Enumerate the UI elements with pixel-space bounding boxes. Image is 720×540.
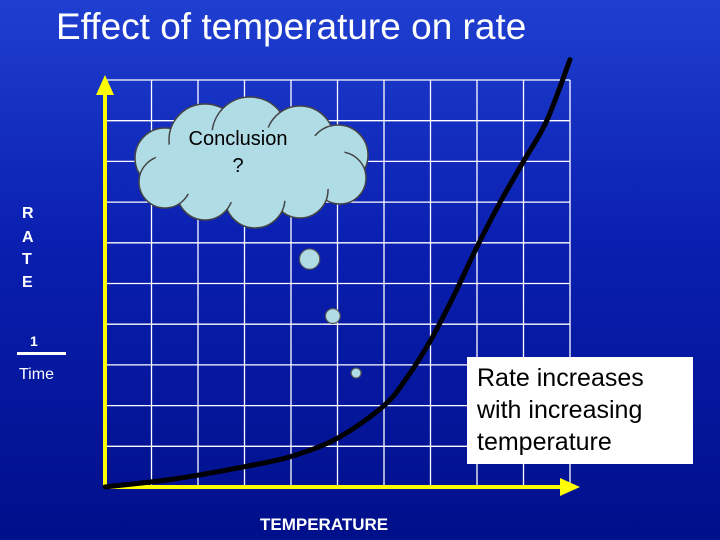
x-axis-arrow — [560, 478, 580, 496]
y-axis-label-letter: R — [22, 205, 34, 222]
annotation-line-3: temperature — [477, 428, 612, 456]
annotation-line-2: with increasing — [477, 396, 643, 424]
conclusion-cloud — [134, 96, 369, 229]
thought-bubbles — [298, 248, 362, 379]
series-line-rate — [102, 57, 573, 490]
y-axis-arrow — [96, 75, 114, 95]
chart-series — [102, 57, 573, 490]
thought-bubble-dot — [350, 367, 362, 379]
annotation-line-1: Rate increases — [477, 364, 644, 392]
x-axis-label: TEMPERATURE — [260, 515, 389, 534]
rate-unit-fraction-bar — [17, 352, 66, 355]
chart-axes — [96, 75, 580, 496]
rate-unit-numerator: 1 — [30, 333, 38, 349]
conclusion-line-1: Conclusion — [188, 128, 288, 150]
thought-bubble-dot — [298, 248, 321, 270]
y-axis-label-letter: T — [22, 251, 32, 268]
thought-bubble-dot — [324, 308, 341, 325]
y-axis-label-letter: A — [22, 229, 34, 246]
conclusion-text: Conclusion ? — [166, 126, 310, 180]
annotation-box: Rate increases with increasing temperatu… — [467, 357, 693, 464]
cloud-body — [154, 127, 350, 203]
y-axis-label-letter: E — [22, 274, 33, 291]
conclusion-line-2: ? — [232, 155, 244, 177]
slide-title: Effect of temperature on rate — [56, 6, 527, 47]
rate-unit-denominator: Time — [19, 366, 54, 383]
